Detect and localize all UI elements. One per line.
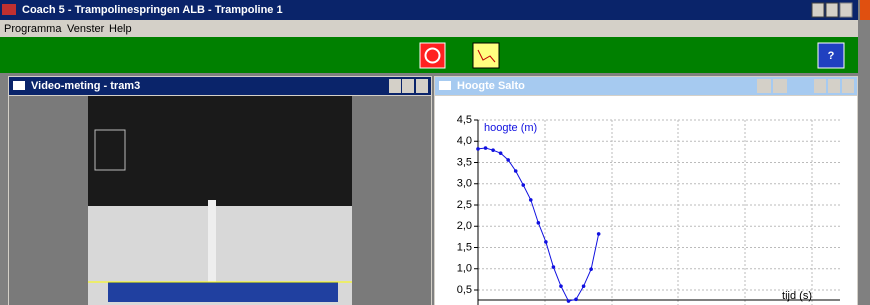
data-point — [484, 146, 488, 150]
data-point — [574, 298, 578, 302]
app-icon — [2, 4, 16, 15]
menu-item[interactable]: Programma — [4, 23, 62, 35]
data-point — [537, 221, 541, 225]
graph-button[interactable] — [473, 43, 499, 68]
pole — [208, 200, 216, 290]
legend-label: hoogte (m) — [484, 122, 537, 134]
y-tick-label: 2,0 — [457, 220, 472, 232]
close-button[interactable] — [840, 3, 852, 17]
data-point — [529, 198, 533, 202]
y-tick-label: 0,5 — [457, 284, 472, 296]
y-tick-label: 4,0 — [457, 135, 472, 147]
data-point — [506, 158, 510, 162]
data-point — [499, 151, 503, 155]
y-tick-label: 3,5 — [457, 156, 472, 168]
record-button[interactable] — [420, 43, 445, 68]
close-button[interactable] — [842, 79, 854, 93]
y-tick-label: 3,0 — [457, 178, 472, 190]
data-point — [597, 232, 601, 236]
zoom-button[interactable] — [757, 79, 771, 93]
video-title: Video-meting - tram3 — [31, 80, 140, 92]
data-point — [589, 267, 593, 271]
y-tick-label: 2,5 — [457, 199, 472, 211]
data-point — [491, 148, 495, 152]
help-icon: ? — [828, 50, 835, 62]
minimize-button[interactable] — [389, 79, 401, 93]
window-title: Coach 5 - Trampolinespringen ALB - Tramp… — [22, 4, 283, 16]
data-point — [476, 147, 480, 151]
y-tick-label: 4,5 — [457, 114, 472, 126]
menu-item[interactable]: Venster — [67, 23, 105, 35]
minimize-button[interactable] — [812, 3, 824, 17]
data-point — [544, 240, 548, 244]
graph-title: Hoogte Salto — [457, 80, 525, 92]
data-point — [567, 299, 571, 303]
menu-item[interactable]: Help — [109, 23, 132, 35]
x-axis-label: tijd (s) — [782, 290, 812, 302]
restore-button[interactable] — [826, 3, 838, 17]
maximize-button[interactable] — [828, 79, 840, 93]
y-tick-label: 1,5 — [457, 241, 472, 253]
data-point — [552, 265, 556, 269]
data-point — [582, 284, 586, 288]
video-wall-dark — [88, 96, 352, 206]
y-tick-label: 1,0 — [457, 263, 472, 275]
window-icon — [13, 81, 25, 90]
pin-button[interactable] — [773, 79, 787, 93]
close-button[interactable] — [416, 79, 428, 93]
data-point — [514, 169, 518, 173]
edge-marker — [860, 0, 870, 20]
data-point — [521, 183, 525, 187]
data-point — [559, 284, 563, 288]
maximize-button[interactable] — [402, 79, 414, 93]
window-icon — [439, 81, 451, 90]
trampoline — [108, 282, 338, 302]
minimize-button[interactable] — [814, 79, 826, 93]
screen: Coach 5 - Trampolinespringen ALB - Tramp… — [0, 0, 870, 305]
